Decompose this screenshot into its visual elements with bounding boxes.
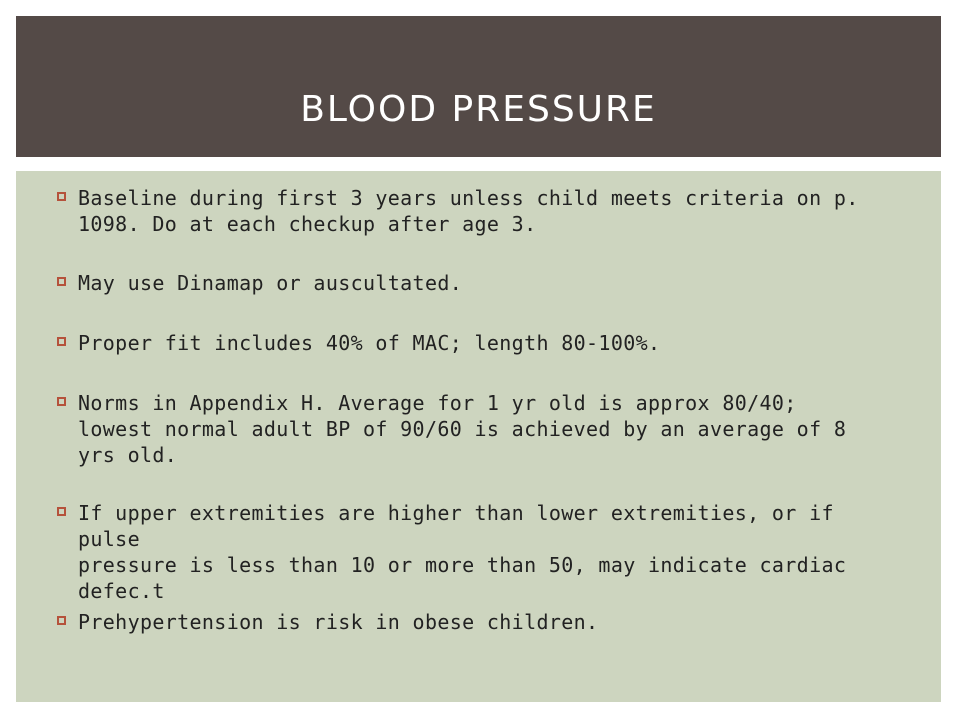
bullet-text: If upper extremities are higher than low… [78, 501, 847, 603]
slide-title: BLOOD PRESSURE [300, 89, 657, 130]
title-banner: BLOOD PRESSURE [16, 16, 941, 157]
bullet-text: Baseline during first 3 years unless chi… [78, 186, 859, 236]
square-bullet-icon [57, 192, 66, 201]
bullet-text: Prehypertension is risk in obese childre… [78, 610, 599, 634]
square-bullet-icon [57, 616, 66, 625]
bullet-text: Proper fit includes 40% of MAC; length 8… [78, 331, 661, 355]
square-bullet-icon [57, 397, 66, 406]
content-panel: Baseline during first 3 years unless chi… [16, 171, 941, 702]
square-bullet-icon [57, 507, 66, 516]
square-bullet-icon [57, 277, 66, 286]
bullet-text: Norms in Appendix H. Average for 1 yr ol… [78, 391, 847, 467]
bullet-text: May use Dinamap or auscultated. [78, 271, 463, 295]
square-bullet-icon [57, 337, 66, 346]
